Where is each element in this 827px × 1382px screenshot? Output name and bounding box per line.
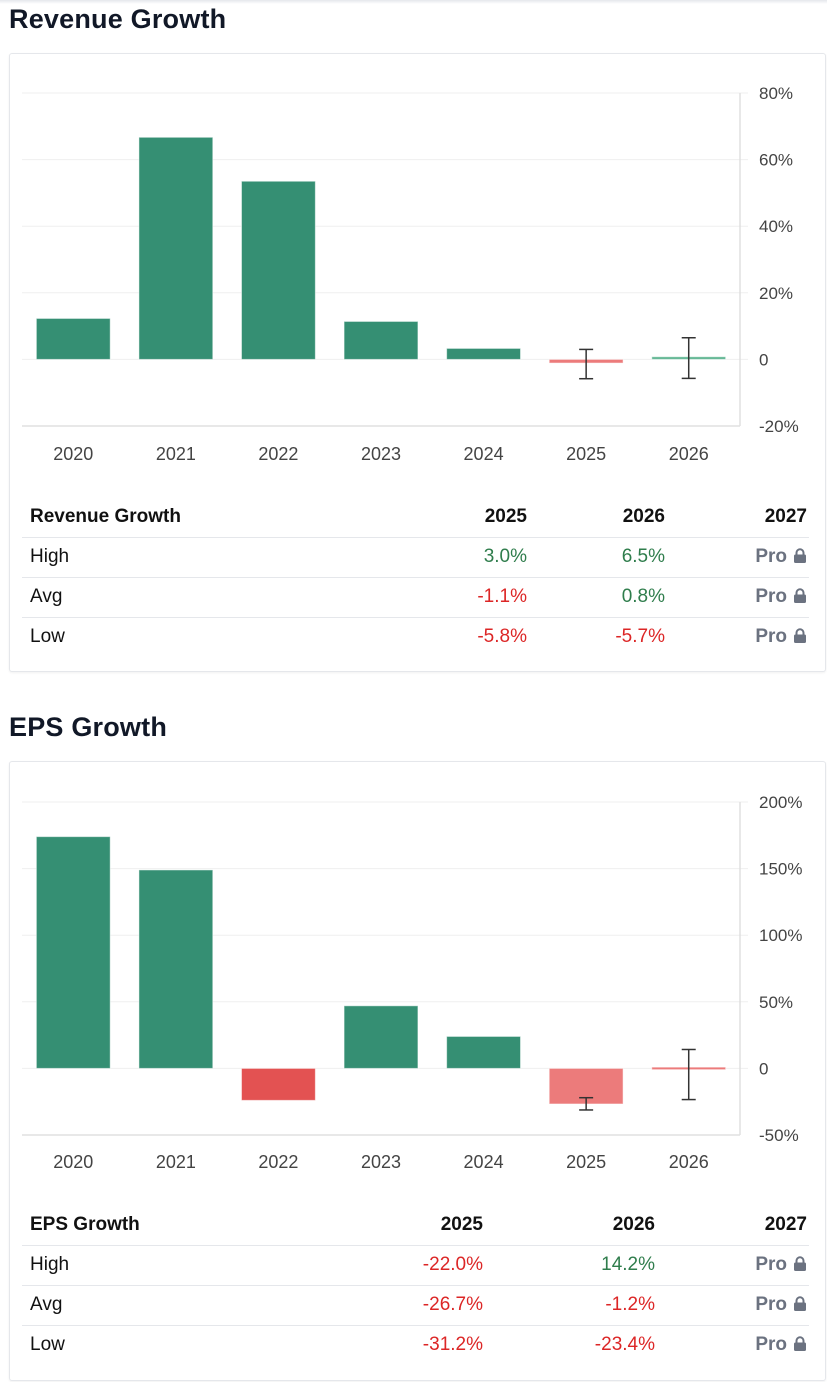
error-bar-2026	[681, 337, 696, 380]
x-tick-label: 2026	[669, 444, 709, 464]
bar-2022	[241, 180, 316, 360]
pro-locked-cell[interactable]: Pro	[667, 617, 809, 657]
row-label: High	[22, 537, 389, 578]
header-2027: 2027	[657, 1205, 809, 1246]
header-2025: 2025	[389, 497, 529, 538]
y-tick-label: 50%	[759, 993, 793, 1012]
table-header-row: Revenue Growth 2025 2026 2027	[22, 497, 809, 538]
table-row-high: High -22.0% 14.2% Pro	[22, 1245, 809, 1286]
x-tick-label: 2023	[361, 1152, 401, 1172]
lock-icon	[787, 1334, 807, 1355]
pro-locked-cell[interactable]: Pro	[657, 1245, 809, 1286]
value-cell: -26.7%	[300, 1285, 485, 1326]
x-tick-label: 2023	[361, 444, 401, 464]
x-tick-label: 2020	[53, 1152, 93, 1172]
x-tick-label: 2025	[566, 1152, 606, 1172]
value-cell: -5.7%	[615, 626, 665, 648]
x-tick-label: 2024	[464, 444, 504, 464]
y-tick-label: 200%	[759, 793, 802, 812]
x-tick-label: 2025	[566, 444, 606, 464]
bar-2024	[446, 347, 521, 360]
y-tick-label: 0	[759, 1059, 768, 1078]
lock-icon	[787, 546, 807, 567]
bar-2020	[35, 836, 111, 1069]
value-cell: -22.0%	[300, 1245, 485, 1286]
bar-2020	[35, 317, 111, 360]
value-cell: 14.2%	[485, 1245, 657, 1286]
value-cell: -1.1%	[389, 577, 529, 618]
eps-estimates-table: EPS Growth 2025 2026 2027 High -22.0% 14.2…	[22, 1205, 809, 1365]
x-tick-label: 2021	[156, 444, 196, 464]
table-header-row: EPS Growth 2025 2026 2027	[22, 1205, 809, 1246]
header-2027: 2027	[667, 497, 809, 538]
bar-2023	[343, 320, 419, 360]
lock-icon	[787, 586, 807, 607]
y-tick-label: 150%	[759, 860, 802, 879]
error-bar-2025	[579, 348, 594, 380]
pro-locked-cell[interactable]: Pro	[667, 537, 809, 578]
table-row-low: Low -31.2% -23.4% Pro	[22, 1325, 809, 1365]
y-tick-label: 80%	[759, 84, 793, 103]
bar-2021	[138, 869, 214, 1069]
lock-icon	[787, 626, 807, 647]
row-label: High	[22, 1245, 300, 1286]
bar-2022	[241, 1067, 316, 1101]
pro-locked-cell[interactable]: Pro	[657, 1325, 809, 1365]
eps-growth-title: EPS Growth	[9, 712, 168, 742]
value-cell: 0.8%	[529, 577, 667, 618]
revenue-growth-chart: 80% 60% 40% 20% 0 -20% 2020 2021 2022 2023 2024 202…	[22, 84, 799, 464]
row-label: Low	[30, 1334, 65, 1356]
lock-icon	[787, 1294, 807, 1315]
value-cell: 3.0%	[389, 537, 529, 578]
x-tick-label: 2021	[156, 1152, 196, 1172]
x-tick-label: 2022	[258, 1152, 298, 1172]
value-cell: -1.2%	[485, 1285, 657, 1326]
error-bar-2026	[681, 1048, 696, 1101]
header-metric: EPS Growth	[22, 1205, 300, 1246]
pro-label[interactable]: Pro	[755, 546, 787, 567]
table-row-high: High 3.0% 6.5% Pro	[22, 537, 809, 578]
pro-label[interactable]: Pro	[755, 1294, 787, 1315]
eps-growth-chart: 200% 150% 100% 50% 0 -50% 2020 2021 2022 2023 2024…	[22, 793, 802, 1172]
bar-2024	[446, 1035, 521, 1069]
pro-label[interactable]: Pro	[755, 1334, 787, 1356]
bar-2023	[343, 1005, 419, 1069]
revenue-estimates-table: Revenue Growth 2025 2026 2027 High 3.0% 6.…	[22, 497, 809, 657]
y-tick-label: 0	[759, 350, 768, 369]
pro-label[interactable]: Pro	[755, 626, 787, 648]
lock-icon	[787, 1254, 807, 1275]
pro-locked-cell[interactable]: Pro	[657, 1285, 809, 1326]
x-tick-label: 2022	[258, 444, 298, 464]
table-row-avg: Avg -26.7% -1.2% Pro	[22, 1285, 809, 1326]
bar-2021	[138, 136, 214, 360]
header-2025: 2025	[300, 1205, 485, 1246]
pro-label[interactable]: Pro	[755, 586, 787, 607]
pro-locked-cell[interactable]: Pro	[667, 577, 809, 618]
row-label: Avg	[22, 577, 389, 618]
value-cell: 6.5%	[529, 537, 667, 578]
x-tick-label: 2024	[464, 1152, 504, 1172]
header-metric: Revenue Growth	[22, 497, 389, 538]
x-tick-label: 2020	[53, 444, 93, 464]
pro-label[interactable]: Pro	[755, 1254, 787, 1275]
y-tick-label: 20%	[759, 284, 793, 303]
y-tick-label: 60%	[759, 151, 793, 170]
top-shadow	[0, 0, 827, 4]
value-cell: -5.8%	[477, 626, 527, 648]
error-bar-2025	[579, 1096, 594, 1111]
row-label: Avg	[22, 1285, 300, 1326]
y-tick-label: -50%	[759, 1126, 799, 1145]
x-tick-label: 2026	[669, 1152, 709, 1172]
value-cell: -31.2%	[422, 1334, 483, 1356]
y-tick-label: 40%	[759, 217, 793, 236]
header-2026: 2026	[529, 497, 667, 538]
y-tick-label: -20%	[759, 417, 799, 436]
row-label: Low	[30, 626, 65, 648]
table-row-avg: Avg -1.1% 0.8% Pro	[22, 577, 809, 618]
value-cell: -23.4%	[594, 1334, 655, 1356]
revenue-growth-title: Revenue Growth	[9, 4, 227, 34]
y-tick-label: 100%	[759, 926, 802, 945]
header-2026: 2026	[485, 1205, 657, 1246]
table-row-low: Low -5.8% -5.7% Pro	[22, 617, 809, 657]
